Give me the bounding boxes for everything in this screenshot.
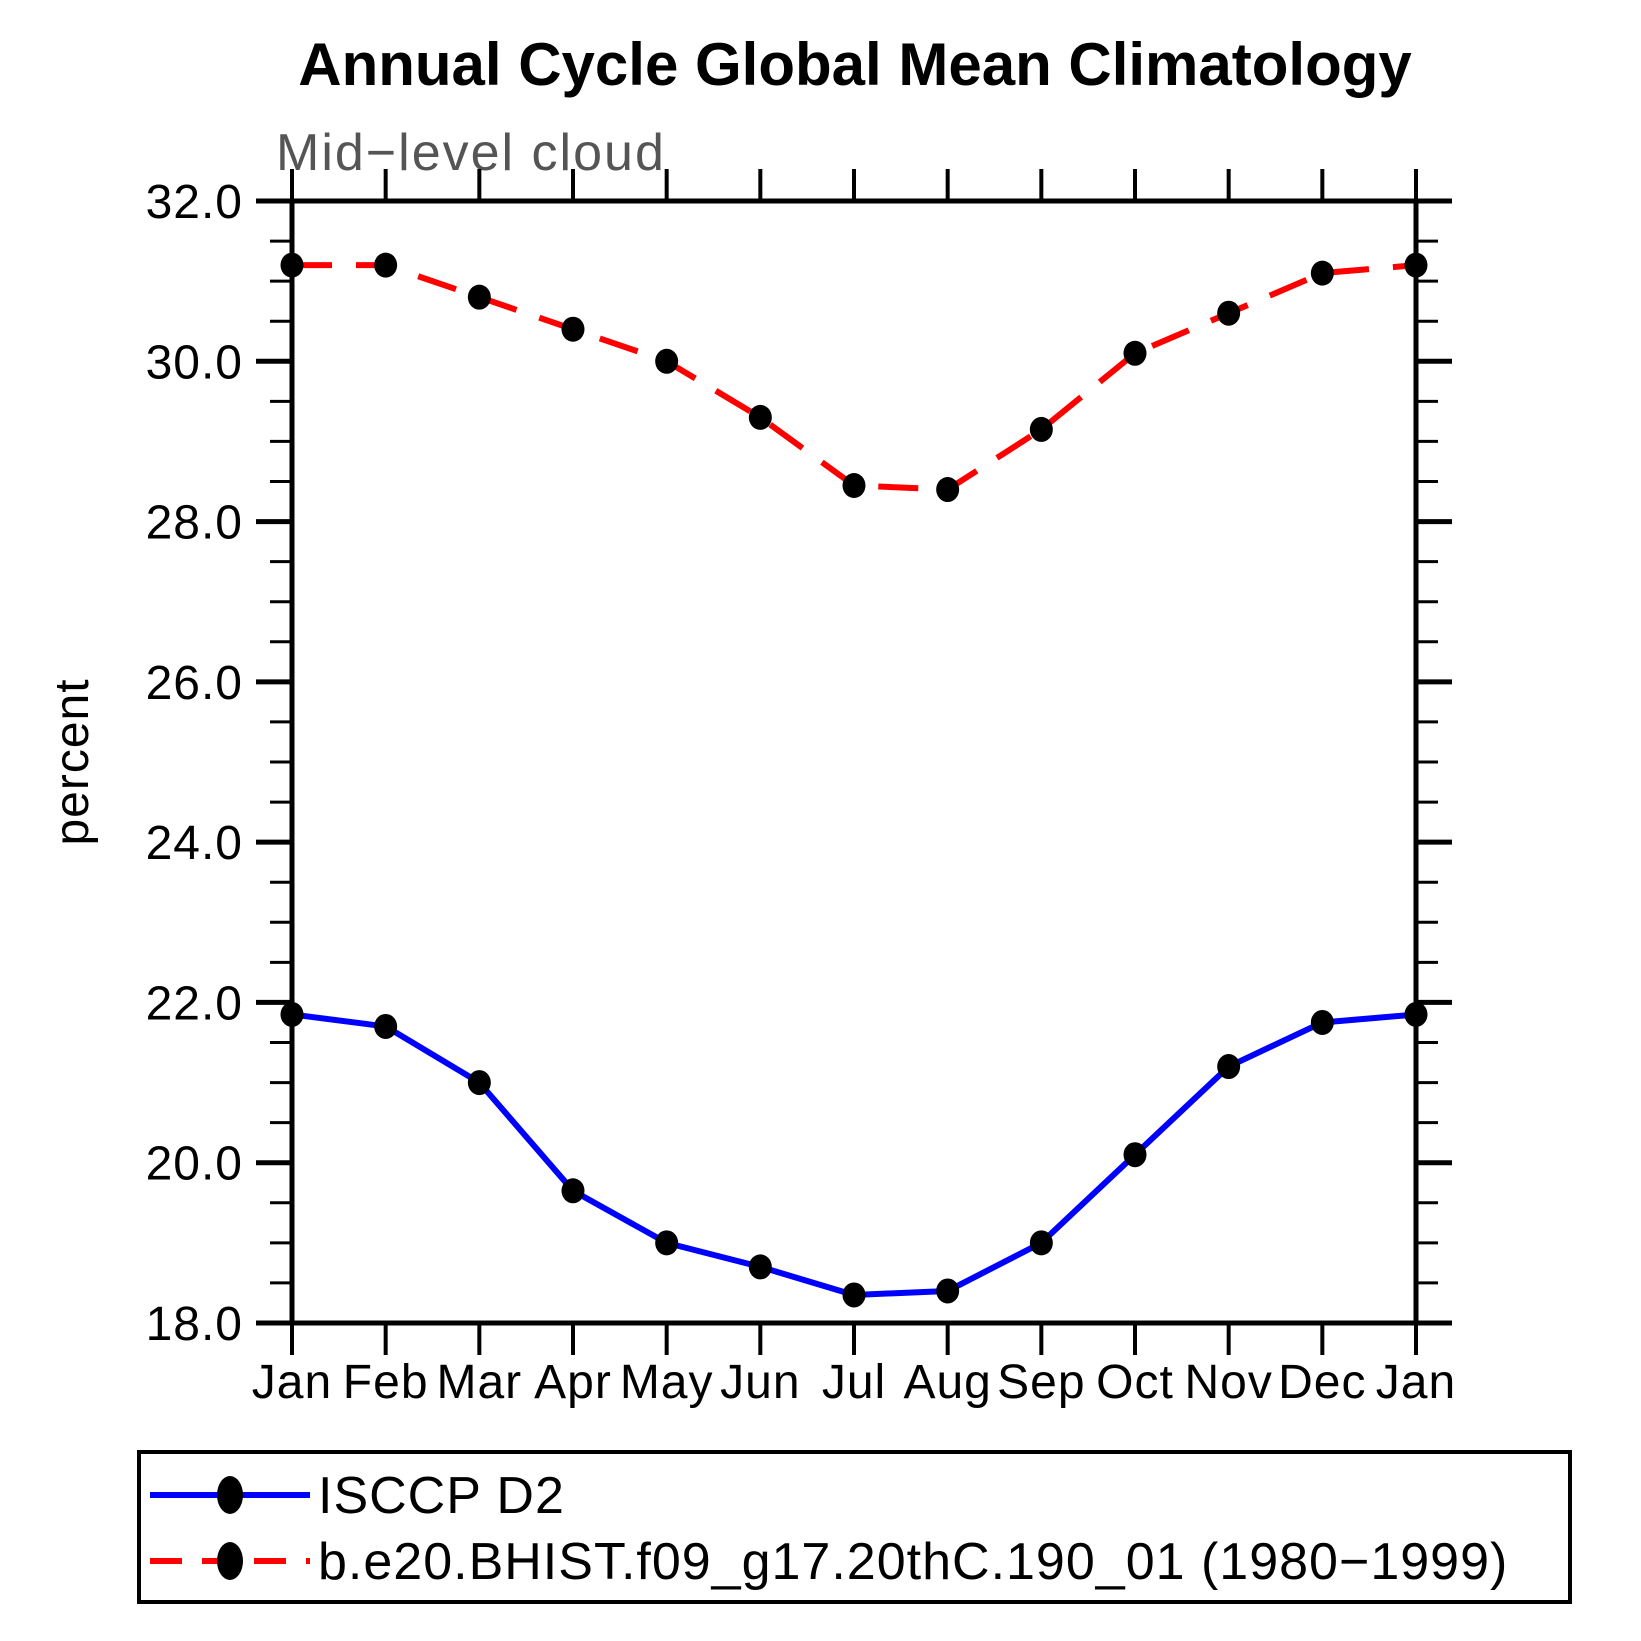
data-point-marker-series-1 <box>280 252 304 278</box>
y-axis-tick-label: 26.0 <box>146 657 243 710</box>
data-point-marker-series-1 <box>1029 416 1053 442</box>
legend-label-isccp: ISCCP D2 <box>318 1467 565 1525</box>
data-point-marker-series-0 <box>280 1001 304 1027</box>
data-point-marker-series-0 <box>842 1282 866 1308</box>
data-point-marker-series-0 <box>936 1278 960 1304</box>
x-axis-tick-label: Feb <box>343 1356 429 1409</box>
x-axis-tick-label: May <box>620 1356 714 1409</box>
y-axis-tick-label: 22.0 <box>146 977 243 1030</box>
chart-title: Annual Cycle Global Mean Climatology <box>298 31 1412 98</box>
y-axis-tick-label: 24.0 <box>146 817 243 870</box>
legend-marker-dot <box>217 1476 243 1514</box>
data-point-marker-series-0 <box>374 1013 398 1039</box>
data-point-marker-series-0 <box>748 1254 772 1280</box>
data-point-marker-series-1 <box>1123 340 1147 366</box>
data-point-marker-series-1 <box>467 284 491 310</box>
data-point-marker-series-1 <box>655 348 679 374</box>
plot-area: Jan Feb Mar Apr May Jun Jul Aug Sep Oct Nov Dec Jan1… <box>146 169 1456 1409</box>
y-axis-tick-label: 18.0 <box>146 1298 243 1351</box>
y-axis-tick-label: 28.0 <box>146 497 243 550</box>
series-line-0 <box>291 1011 1417 1298</box>
data-point-marker-series-1 <box>936 477 960 503</box>
x-axis-tick-label: Dec <box>1278 1356 1366 1409</box>
plot-frame <box>289 198 1419 1326</box>
y-axis-tick-label: 30.0 <box>146 336 243 389</box>
data-point-marker-series-1 <box>1310 260 1334 286</box>
legend-box <box>137 1450 1572 1604</box>
data-point-marker-series-1 <box>1217 300 1241 326</box>
data-point-marker-series-0 <box>1404 1001 1428 1027</box>
data-point-marker-series-0 <box>1123 1142 1147 1168</box>
data-point-marker-series-1 <box>374 252 398 278</box>
x-axis-tick-label: Jan <box>252 1356 332 1409</box>
data-point-marker-series-1 <box>1404 252 1428 278</box>
x-axis-tick-label: Oct <box>1096 1356 1174 1409</box>
y-axis-tick-label: 20.0 <box>146 1138 243 1191</box>
legend-marker-dot <box>217 1542 243 1580</box>
data-point-marker-series-0 <box>1217 1054 1241 1080</box>
x-axis-tick-label: Sep <box>997 1356 1085 1409</box>
chart-subtitle: Mid−level cloud <box>276 124 666 182</box>
legend: ISCCP D2 b.e20.BHIST.f09_g17.20thC.190_0… <box>137 1450 1572 1604</box>
data-point-marker-series-1 <box>561 316 585 342</box>
data-point-marker-series-0 <box>467 1070 491 1096</box>
series-line-1 <box>292 262 1417 493</box>
y-axis-label: percent <box>46 678 99 845</box>
x-axis-tick-label: Aug <box>903 1356 991 1409</box>
x-axis-tick-label: Mar <box>436 1356 522 1409</box>
x-axis-tick-label: Jun <box>720 1356 800 1409</box>
legend-entry-isccp: ISCCP D2 <box>150 1467 565 1525</box>
data-point-marker-series-1 <box>842 473 866 499</box>
x-axis-tick-label: Apr <box>534 1356 612 1409</box>
legend-entry-model: b.e20.BHIST.f09_g17.20thC.190_01 (1980−1… <box>150 1533 1508 1591</box>
legend-label-model: b.e20.BHIST.f09_g17.20thC.190_01 (1980−1… <box>318 1533 1508 1591</box>
data-point-marker-series-0 <box>1029 1230 1053 1256</box>
data-point-marker-series-0 <box>655 1230 679 1256</box>
data-point-marker-series-1 <box>748 404 772 430</box>
y-axis-tick-label: 32.0 <box>146 176 243 229</box>
x-axis-tick-label: Jan <box>1376 1356 1456 1409</box>
data-point-marker-series-0 <box>1310 1009 1334 1035</box>
x-axis-tick-label: Nov <box>1184 1356 1272 1409</box>
x-axis-tick-label: Jul <box>822 1356 886 1409</box>
data-point-marker-series-0 <box>561 1178 585 1204</box>
